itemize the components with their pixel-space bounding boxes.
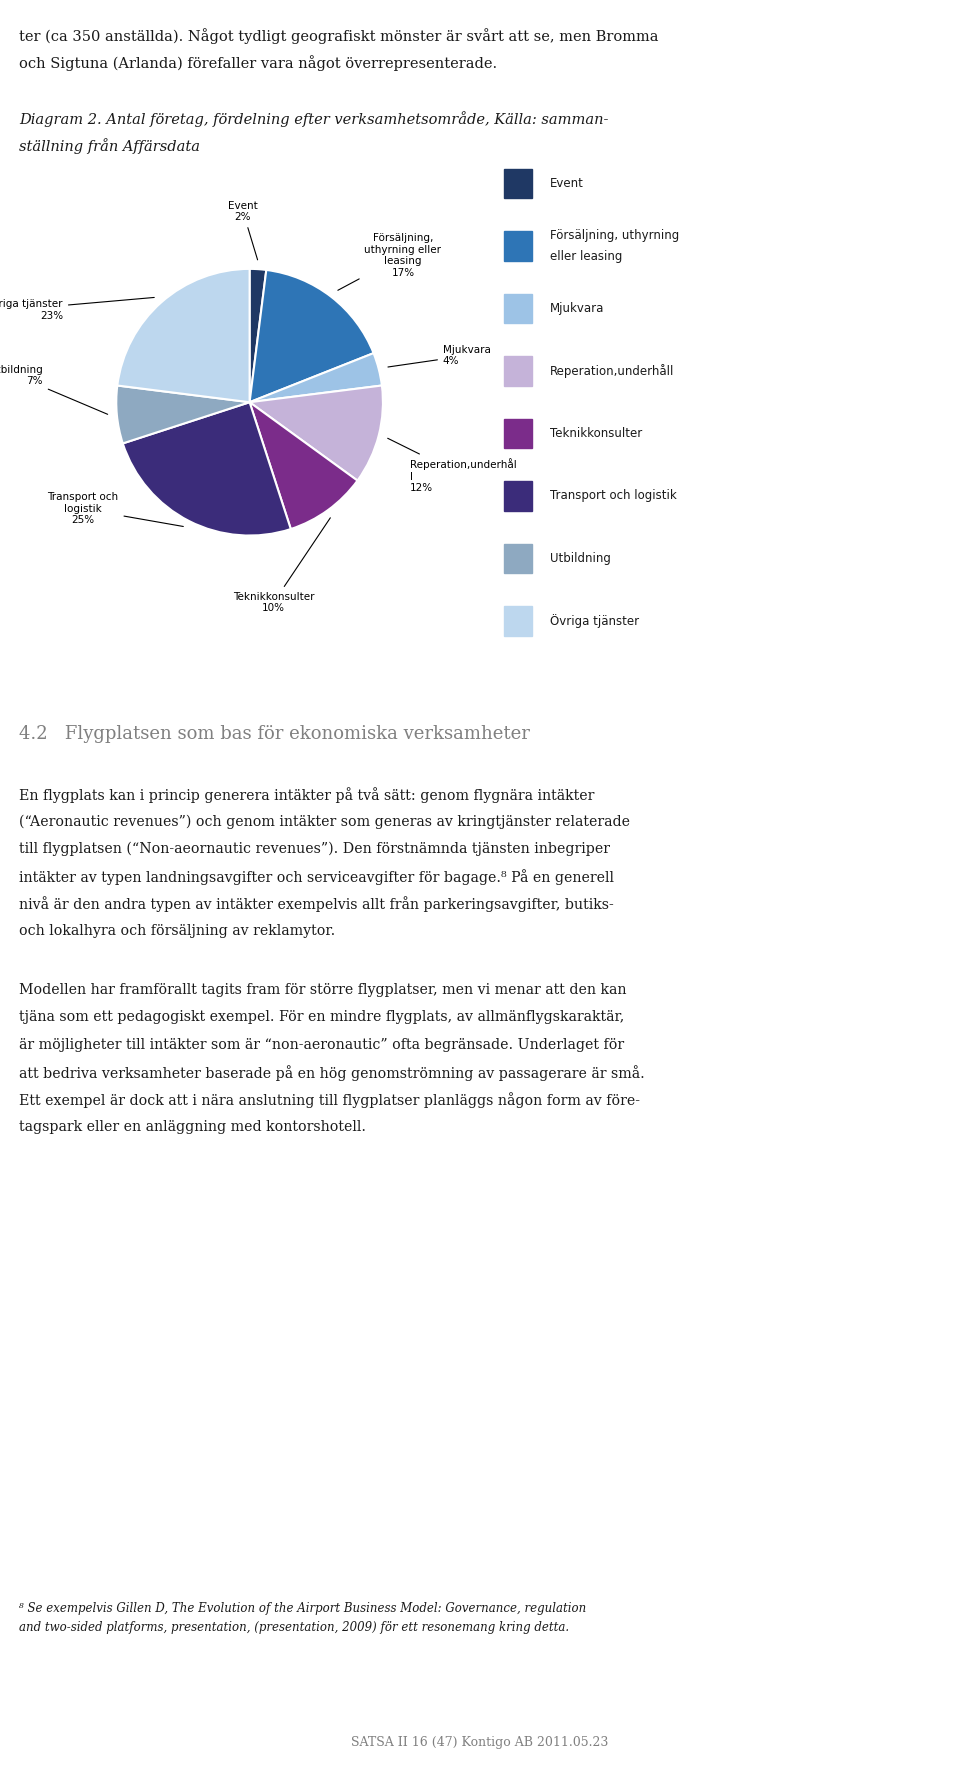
Text: Mjukvara
4%: Mjukvara 4% bbox=[388, 345, 491, 368]
Wedge shape bbox=[123, 403, 291, 536]
Text: intäkter av typen landningsavgifter och serviceavgifter för bagage.⁸ På en gener: intäkter av typen landningsavgifter och … bbox=[19, 868, 614, 884]
Text: Teknikkonsulter: Teknikkonsulter bbox=[550, 428, 642, 440]
Text: Övriga tjänster
23%: Övriga tjänster 23% bbox=[0, 297, 155, 320]
Text: Diagram 2. Antal företag, fördelning efter verksamhetsområde, Källa: samman-: Diagram 2. Antal företag, fördelning eft… bbox=[19, 111, 609, 127]
Bar bbox=[504, 232, 532, 260]
Text: eller leasing: eller leasing bbox=[550, 251, 622, 263]
Text: Ett exempel är dock att i nära anslutning till flygplatser planläggs någon form : Ett exempel är dock att i nära anslutnin… bbox=[19, 1093, 640, 1109]
Bar bbox=[504, 357, 532, 385]
Wedge shape bbox=[250, 269, 266, 403]
Text: Transport och logistik: Transport och logistik bbox=[550, 490, 677, 502]
Text: ställning från Affärsdata: ställning från Affärsdata bbox=[19, 138, 201, 154]
Bar bbox=[504, 168, 532, 198]
Wedge shape bbox=[250, 403, 357, 529]
Text: Försäljning, uthyrning: Försäljning, uthyrning bbox=[550, 228, 680, 242]
Bar bbox=[504, 293, 532, 324]
Bar bbox=[504, 606, 532, 635]
Text: till flygplatsen (“Non-aeornautic revenues”). Den förstnämnda tjänsten inbegripe: till flygplatsen (“Non-aeornautic revenu… bbox=[19, 842, 611, 856]
Wedge shape bbox=[250, 271, 373, 403]
Text: 4.2   Flygplatsen som bas för ekonomiska verksamheter: 4.2 Flygplatsen som bas för ekonomiska v… bbox=[19, 725, 530, 743]
Text: ter (ca 350 anställda). Något tydligt geografiskt mönster är svårt att se, men B: ter (ca 350 anställda). Något tydligt ge… bbox=[19, 28, 659, 44]
Wedge shape bbox=[116, 385, 250, 444]
Text: Reperation,underhåll: Reperation,underhåll bbox=[550, 364, 674, 378]
Text: (“Aeronautic revenues”) och genom intäkter som generas av kringtjänster relatera: (“Aeronautic revenues”) och genom intäkt… bbox=[19, 813, 630, 829]
Bar bbox=[504, 419, 532, 447]
Text: SATSA II 16 (47) Kontigo AB 2011.05.23: SATSA II 16 (47) Kontigo AB 2011.05.23 bbox=[351, 1736, 609, 1749]
Text: tagspark eller en anläggning med kontorshotell.: tagspark eller en anläggning med kontors… bbox=[19, 1121, 366, 1133]
Text: Försäljning,
uthyrning eller
leasing
17%: Försäljning, uthyrning eller leasing 17% bbox=[338, 233, 442, 290]
Text: att bedriva verksamheter baserade på en hög genomströmning av passagerare är små: att bedriva verksamheter baserade på en … bbox=[19, 1064, 645, 1080]
Text: Utbildning: Utbildning bbox=[550, 552, 611, 566]
Text: och lokalhyra och försäljning av reklamytor.: och lokalhyra och försäljning av reklamy… bbox=[19, 923, 335, 937]
Text: nivå är den andra typen av intäkter exempelvis allt från parkeringsavgifter, but: nivå är den andra typen av intäkter exem… bbox=[19, 896, 614, 912]
Text: Teknikkonsulter
10%: Teknikkonsulter 10% bbox=[233, 518, 330, 613]
Wedge shape bbox=[250, 354, 382, 403]
Text: En flygplats kan i princip generera intäkter på två sätt: genom flygnära intäkte: En flygplats kan i princip generera intä… bbox=[19, 787, 594, 803]
Text: Event: Event bbox=[550, 177, 584, 189]
Text: Transport och
logistik
25%: Transport och logistik 25% bbox=[47, 492, 183, 527]
Bar bbox=[504, 545, 532, 573]
Text: Utbildning
7%: Utbildning 7% bbox=[0, 364, 108, 414]
Text: Modellen har framförallt tagits fram för större flygplatser, men vi menar att de: Modellen har framförallt tagits fram för… bbox=[19, 983, 627, 997]
Bar bbox=[504, 481, 532, 511]
Text: Mjukvara: Mjukvara bbox=[550, 302, 605, 315]
Text: and two-sided platforms, presentation, (presentation, 2009) för ett resonemang k: and two-sided platforms, presentation, (… bbox=[19, 1621, 569, 1634]
Text: Övriga tjänster: Övriga tjänster bbox=[550, 613, 639, 628]
Text: ⁸ Se exempelvis Gillen D, The Evolution of the Airport Business Model: Governanc: ⁸ Se exempelvis Gillen D, The Evolution … bbox=[19, 1602, 587, 1614]
Text: Event
2%: Event 2% bbox=[228, 200, 258, 260]
Wedge shape bbox=[117, 269, 250, 403]
Wedge shape bbox=[250, 385, 383, 481]
Text: är möjligheter till intäkter som är “non-aeronautic” ofta begränsade. Underlaget: är möjligheter till intäkter som är “non… bbox=[19, 1038, 624, 1052]
Text: tjäna som ett pedagogiskt exempel. För en mindre flygplats, av allmänflygskarakt: tjäna som ett pedagogiskt exempel. För e… bbox=[19, 1010, 624, 1024]
Text: Reperation,underhål
l
12%: Reperation,underhål l 12% bbox=[388, 438, 516, 493]
Text: och Sigtuna (Arlanda) förefaller vara något överrepresenterade.: och Sigtuna (Arlanda) förefaller vara nå… bbox=[19, 55, 497, 71]
